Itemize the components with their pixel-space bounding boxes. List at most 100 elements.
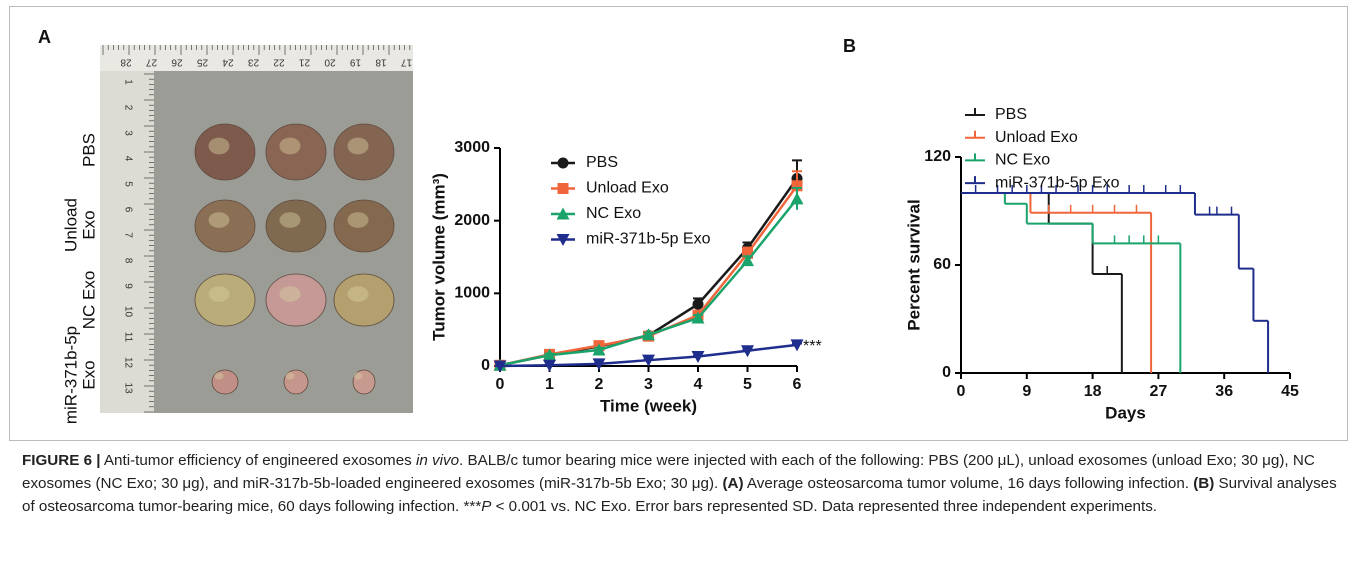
tumor-highlight [347, 137, 369, 155]
x-tick-label: 4 [694, 376, 703, 393]
ruler-number: 4 [122, 156, 133, 162]
tumor [333, 199, 395, 253]
legend-marker [557, 183, 569, 194]
x-tick-label: 5 [743, 376, 752, 393]
x-tick-label: 2 [595, 376, 604, 393]
x-axis-title: Days [1105, 403, 1146, 422]
row-label: PBS [79, 133, 98, 167]
ruler-number: 28 [120, 56, 132, 67]
legend-marker [557, 157, 569, 169]
figure-border [9, 6, 1348, 441]
ruler-number: 26 [171, 56, 183, 67]
row-label: Exo [79, 360, 98, 389]
tumor-highlight [279, 212, 301, 228]
tumor-highlight [208, 286, 230, 302]
x-tick-label: 18 [1084, 383, 1102, 400]
data-point [691, 351, 705, 364]
ruler-number: 27 [146, 56, 158, 67]
tumor [194, 273, 256, 327]
y-tick-label: 0 [481, 357, 490, 374]
y-tick-label: 3000 [454, 139, 490, 156]
ruler-number: 22 [273, 56, 285, 67]
ruler-number: 3 [122, 130, 133, 136]
x-tick-label: 9 [1022, 383, 1031, 400]
caption-text: Average osteosarcoma tumor volume, 16 da… [743, 475, 1194, 492]
tumor [211, 369, 239, 395]
ruler-number: 9 [122, 283, 133, 289]
legend-label: PBS [586, 154, 618, 171]
data-point [642, 354, 655, 367]
caption-text: (A) [722, 475, 744, 492]
panel-label: B [843, 36, 856, 56]
data-point [543, 359, 556, 372]
legend-label: Unload Exo [586, 180, 669, 197]
x-tick-label: 45 [1281, 383, 1299, 400]
tumor-highlight [214, 372, 224, 380]
tumor [265, 273, 327, 327]
ruler-number: 20 [324, 56, 336, 67]
ruler-number: 7 [122, 232, 133, 238]
x-tick-label: 6 [793, 376, 802, 393]
ruler-number: 2 [122, 105, 133, 111]
data-point [592, 343, 606, 356]
caption-text: . BALB/c tumor bearing mice were injecte… [22, 452, 1315, 492]
ruler-number: 18 [375, 56, 387, 67]
panel-label: A [38, 27, 51, 47]
tumor [194, 199, 256, 253]
y-axis-title: Tumor volume (mm³) [429, 173, 448, 341]
legend-label: miR-371b-5p Exo [995, 174, 1120, 191]
data-point [790, 192, 804, 205]
row-label: Unload [61, 198, 80, 252]
tumor-highlight [285, 372, 295, 380]
ruler-number: 24 [222, 56, 234, 67]
tumor [333, 123, 395, 181]
data-point [543, 348, 556, 361]
annotation: *** [803, 338, 822, 355]
ruler-number: 21 [299, 56, 311, 67]
ruler-number: 6 [122, 207, 133, 213]
legend-marker [556, 207, 570, 220]
legend-marker [556, 234, 570, 246]
tumor [194, 123, 256, 181]
y-tick-label: 120 [924, 148, 951, 165]
x-axis-title: Time (week) [600, 396, 697, 415]
photo: 28 27 26 25 24 23 22 21 20 19 18 171234567891011121… [100, 45, 413, 413]
caption-text: P [481, 498, 492, 515]
data-point [742, 247, 753, 259]
data-point [790, 339, 804, 352]
caption-text: Anti-tumor efficiency of engineered exos… [100, 452, 416, 469]
data-point [692, 298, 704, 310]
tumor [352, 369, 376, 395]
x-tick-label: 0 [496, 376, 505, 393]
y-tick-label: 2000 [454, 212, 490, 229]
figure: A B 28 27 26 25 24 23 22 21 20 19 18 17123456789101… [9, 6, 1348, 441]
x-tick-label: 0 [957, 383, 966, 400]
ruler-number: 8 [122, 258, 133, 264]
legend-label: Unload Exo [995, 129, 1078, 146]
ruler-number: 19 [350, 56, 362, 67]
y-tick-label: 60 [933, 256, 951, 273]
caption-text: FIGURE 6 | [22, 452, 101, 469]
x-tick-label: 3 [644, 376, 653, 393]
y-tick-label: 0 [942, 364, 951, 381]
tumor-highlight [208, 137, 230, 155]
legend-label: PBS [995, 106, 1027, 123]
caption-text: (B) [1193, 475, 1215, 492]
data-point [791, 180, 803, 192]
legend-label: miR-371b-5p Exo [586, 231, 711, 248]
data-point [691, 311, 705, 324]
tumor-highlight [279, 286, 301, 302]
ruler-number: 23 [248, 56, 260, 67]
row-label: Exo [79, 210, 98, 239]
y-axis-title: Percent survival [904, 199, 923, 330]
tumor [265, 199, 327, 253]
tumor [265, 123, 327, 181]
tumor-highlight [208, 212, 230, 228]
x-tick-label: 1 [545, 376, 554, 393]
data-point [741, 254, 754, 267]
row-label: miR-371b-5p [61, 326, 80, 424]
x-tick-label: 27 [1150, 383, 1168, 400]
caption: FIGURE 6 | Anti-tumor efficiency of engi… [22, 449, 1340, 518]
caption-text: < 0.001 vs. NC Exo. Error bars represent… [491, 498, 1158, 515]
